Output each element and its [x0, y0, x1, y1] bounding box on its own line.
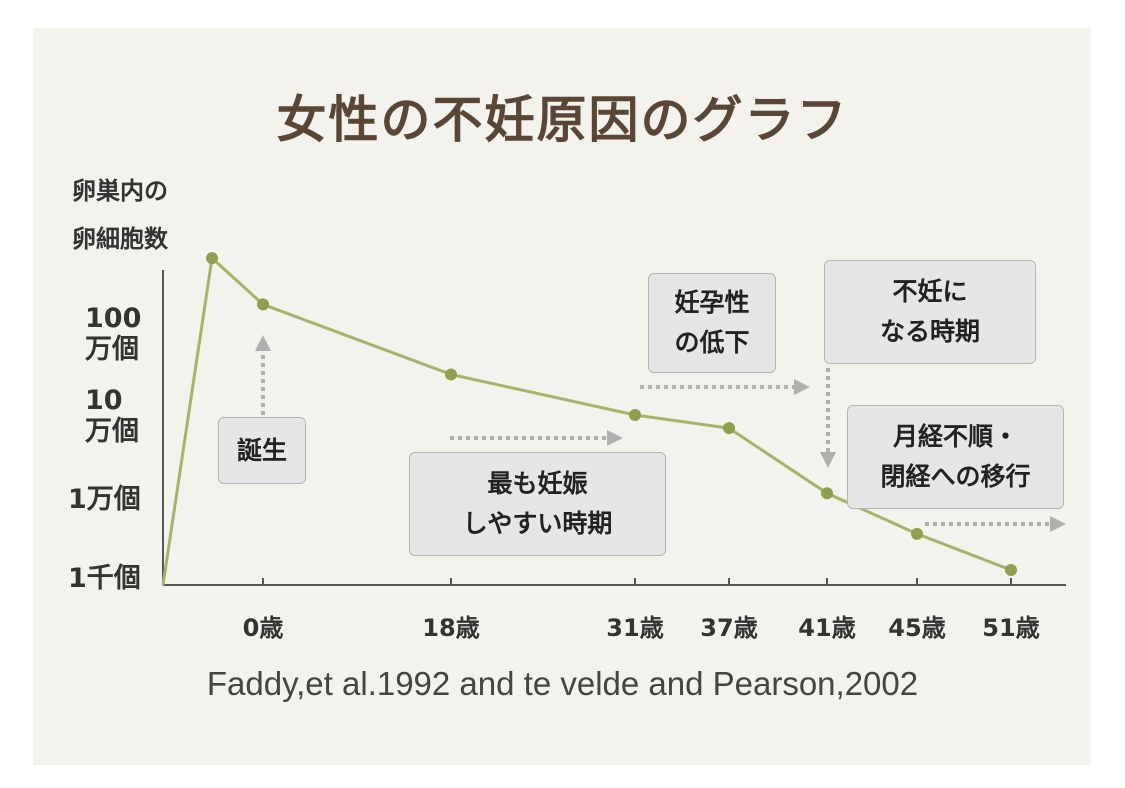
source-citation: Faddy,et al.1992 and te velde and Pearso…	[206, 665, 919, 702]
chart-title: 女性の不妊原因のグラフ	[276, 91, 849, 149]
y-axis-label-line-2: 卵細胞数	[72, 225, 168, 253]
data-point-5	[723, 422, 735, 435]
annotation-easy-period: 最も妊娠 しやすい時期	[409, 452, 666, 556]
annotation-infertile-period: 不妊に なる時期	[824, 260, 1036, 364]
y-tick-1sen-label: 1千個	[68, 563, 141, 594]
y-tick-1sen: 1千個	[68, 563, 141, 594]
annotation-menopause-transition: 月経不順・ 閉経への移行	[847, 405, 1064, 509]
annotation-menopause-line-2: 閉経への移行	[880, 462, 1031, 491]
annotation-easy-line-2: しやすい時期	[462, 509, 613, 538]
data-point-6	[821, 487, 833, 500]
x-tick-37: 37歳	[700, 614, 758, 642]
y-tick-100man-unit: 万個	[85, 334, 139, 365]
annotation-menopause-line-1: 月経不順・	[892, 422, 1018, 451]
annotation-infertile-line-2: なる時期	[879, 317, 980, 346]
data-point-8	[1005, 564, 1017, 577]
x-tick-31: 31歳	[606, 614, 664, 642]
annotation-fertility-decline: 妊孕性 の低下	[648, 273, 776, 373]
y-tick-10man-number: 10	[85, 385, 123, 416]
annotation-birth: 誕生	[218, 417, 306, 484]
annotation-decline-line-1: 妊孕性	[674, 288, 750, 317]
annotation-infertile-line-1: 不妊に	[892, 277, 968, 306]
y-tick-1man-label: 1万個	[68, 484, 141, 515]
y-tick-10man: 10 万個	[85, 385, 139, 447]
annotation-decline-line-2: の低下	[674, 328, 750, 357]
y-tick-1man: 1万個	[68, 484, 141, 515]
x-tick-0: 0歳	[242, 614, 284, 642]
y-tick-100man: 100 万個	[85, 303, 141, 365]
y-tick-10man-unit: 万個	[85, 416, 139, 447]
x-tick-18: 18歳	[422, 614, 480, 642]
y-axis-label-line-1: 卵巣内の	[72, 177, 168, 205]
data-point-1	[206, 252, 218, 265]
data-point-7	[911, 527, 923, 540]
data-point-2	[257, 298, 269, 311]
chart-card	[33, 28, 1091, 765]
x-tick-41: 41歳	[798, 614, 856, 642]
data-point-3	[445, 368, 457, 381]
annotation-birth-text: 誕生	[236, 435, 287, 465]
x-tick-51: 51歳	[982, 614, 1040, 642]
annotation-easy-line-1: 最も妊娠	[487, 469, 588, 498]
y-tick-100man-number: 100	[85, 303, 142, 334]
data-point-4	[629, 409, 641, 421]
x-tick-45: 45歳	[888, 614, 946, 642]
